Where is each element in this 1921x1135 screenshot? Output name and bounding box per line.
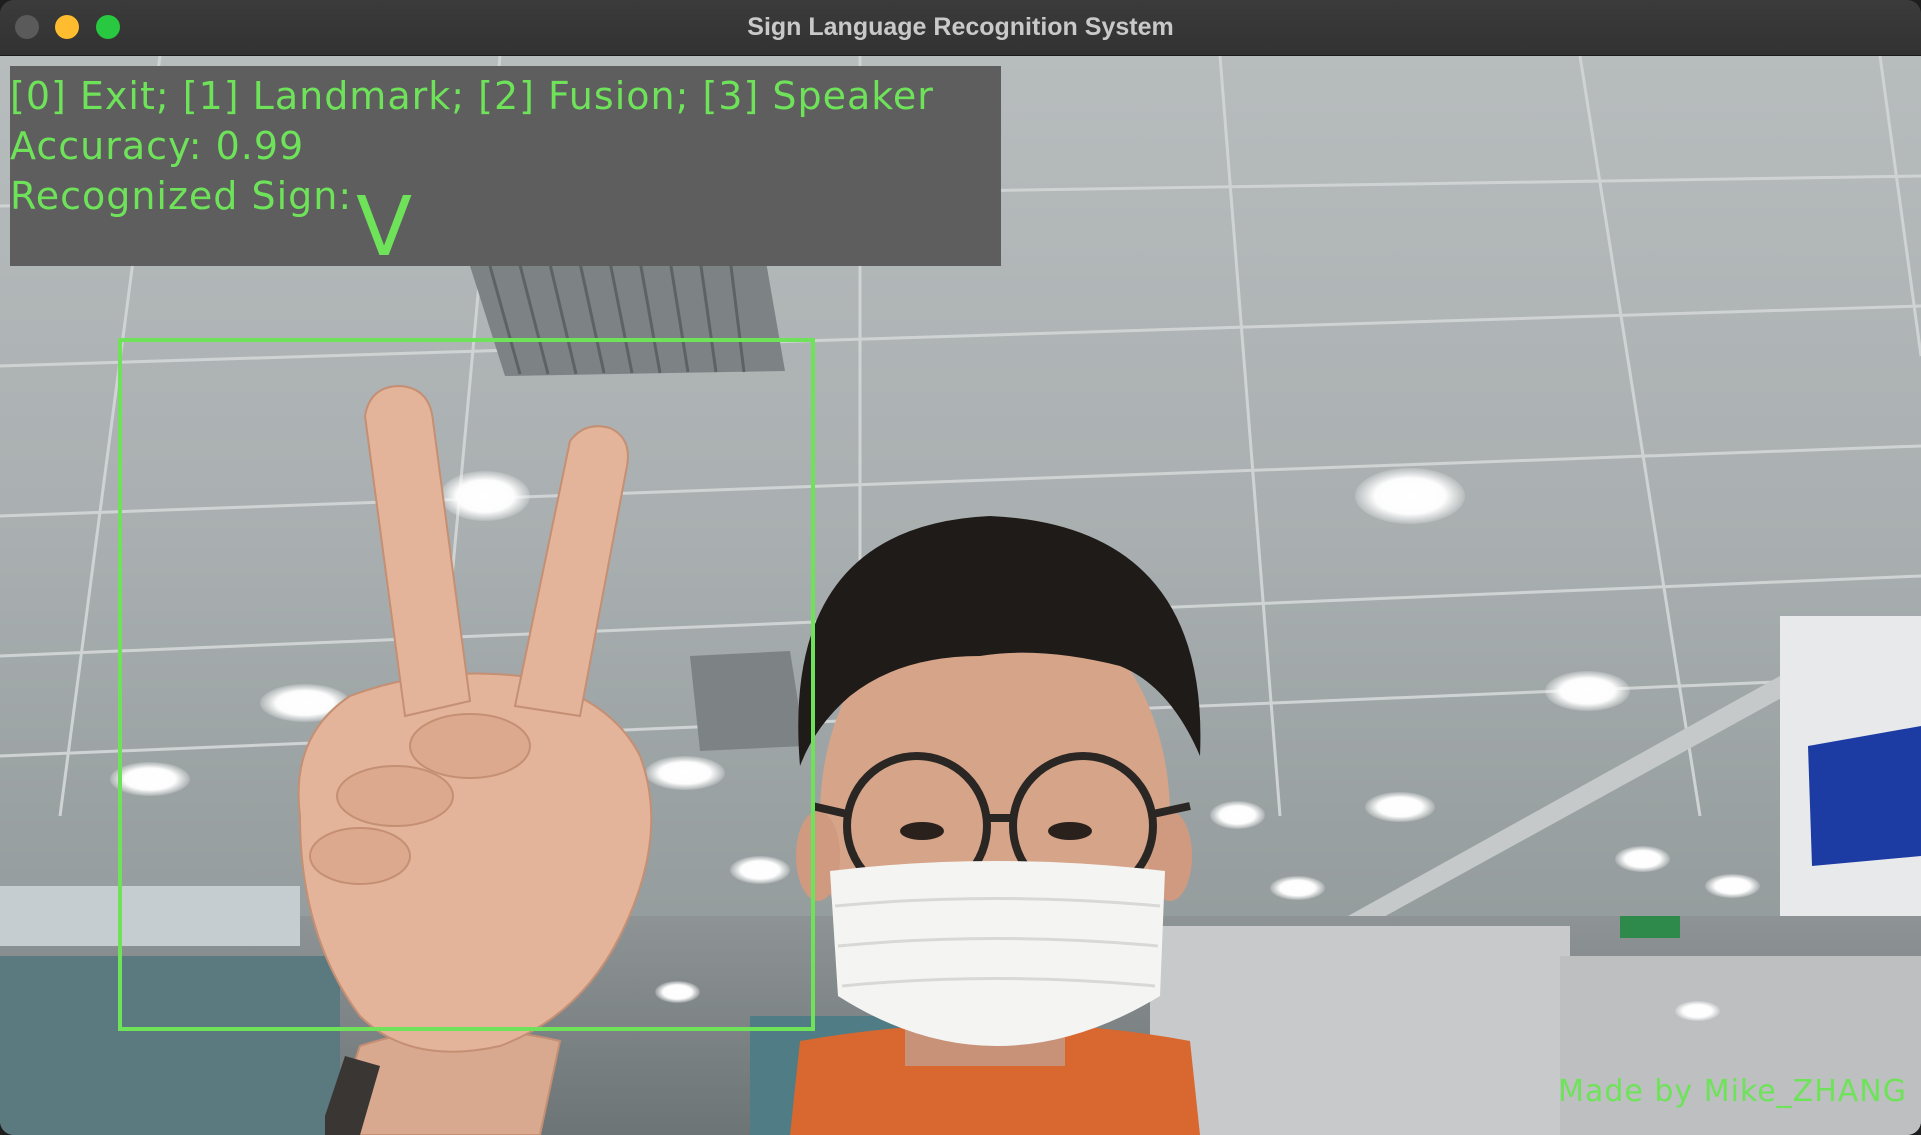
menu-options-text: [0] Exit; [1] Landmark; [2] Fusion; [3] … bbox=[10, 74, 934, 118]
window-title: Sign Language Recognition System bbox=[747, 13, 1174, 41]
credit-text: Made by Mike_ZHANG bbox=[1558, 1074, 1907, 1109]
minimize-window-button[interactable] bbox=[55, 15, 79, 39]
recognized-sign-label: Recognized Sign: bbox=[10, 174, 353, 218]
close-window-button[interactable] bbox=[15, 15, 39, 39]
ceiling-light bbox=[110, 762, 190, 796]
person-illustration bbox=[297, 384, 1201, 1135]
ceiling-light bbox=[1210, 801, 1265, 829]
hand-detection-box bbox=[118, 338, 815, 1031]
ceiling-light bbox=[1545, 671, 1630, 711]
camera-feed: [0] Exit; [1] Landmark; [2] Fusion; [3] … bbox=[0, 56, 1921, 1135]
accuracy-text: Accuracy: 0.99 bbox=[10, 124, 305, 168]
ceiling-light bbox=[1615, 846, 1670, 872]
ceiling-light bbox=[1365, 792, 1435, 822]
recognized-sign-value: V bbox=[356, 180, 413, 275]
zoom-window-button[interactable] bbox=[96, 15, 120, 39]
ceiling-light bbox=[1675, 1001, 1720, 1021]
ceiling-light bbox=[1355, 468, 1465, 524]
ceiling-light bbox=[1705, 874, 1760, 898]
title-bar[interactable]: Sign Language Recognition System bbox=[0, 0, 1921, 56]
ceiling-light bbox=[655, 981, 700, 1003]
ceiling-light bbox=[1270, 876, 1325, 900]
ceiling-light bbox=[440, 471, 530, 521]
ceiling-light bbox=[730, 856, 790, 884]
ceiling-light bbox=[645, 756, 725, 790]
info-panel: [0] Exit; [1] Landmark; [2] Fusion; [3] … bbox=[10, 66, 1001, 275]
